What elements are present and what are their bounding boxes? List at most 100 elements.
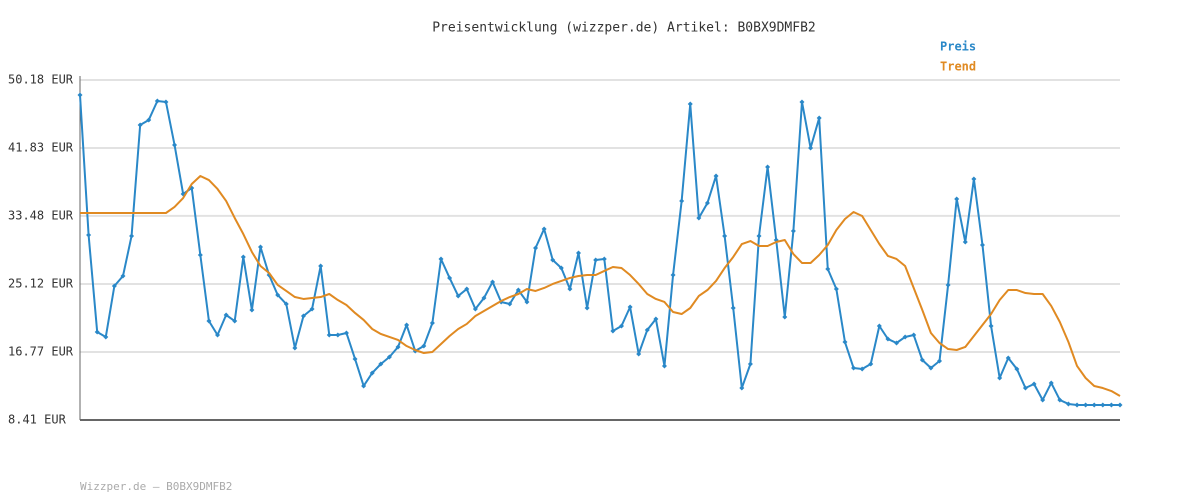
data-point [1022, 385, 1028, 391]
data-point [747, 361, 753, 367]
data-point [653, 316, 659, 322]
data-point [636, 351, 642, 357]
data-point [679, 198, 685, 204]
data-point [558, 265, 564, 271]
data-point [593, 257, 599, 263]
data-point [576, 250, 582, 256]
data-point [447, 275, 453, 281]
data-point [533, 245, 539, 251]
data-point [1005, 355, 1011, 361]
data-point [395, 344, 401, 350]
data-point [1074, 402, 1080, 408]
y-tick-label: 41.83 EUR [8, 140, 74, 154]
chart-title: Preisentwicklung (wizzper.de) Artikel: B… [432, 21, 816, 36]
data-point [154, 98, 160, 104]
data-point [627, 304, 633, 310]
data-point [670, 272, 676, 278]
data-point [567, 286, 573, 292]
data-point [94, 329, 100, 335]
data-point [722, 233, 728, 239]
data-point [1117, 402, 1123, 408]
data-point [223, 312, 229, 318]
data-point [232, 318, 238, 324]
data-point [515, 287, 521, 293]
data-point [275, 292, 281, 298]
data-point [335, 332, 341, 338]
data-point [756, 233, 762, 239]
y-tick-label: 50.18 EUR [8, 73, 74, 87]
data-point [859, 366, 865, 372]
data-point [1031, 381, 1037, 387]
data-point [730, 305, 736, 311]
data-point [1048, 380, 1054, 386]
data-point [687, 101, 693, 107]
data-point [971, 176, 977, 182]
data-point [713, 173, 719, 179]
data-point [868, 361, 874, 367]
data-point [1091, 402, 1097, 408]
data-point [541, 226, 547, 232]
data-point [799, 99, 805, 105]
data-point [1057, 397, 1063, 403]
data-point [644, 327, 650, 333]
data-point [979, 242, 985, 248]
data-point [928, 365, 934, 371]
data-point [111, 283, 117, 289]
data-point [103, 334, 109, 340]
data-point [524, 299, 530, 305]
data-point [1083, 402, 1089, 408]
data-point [550, 257, 556, 263]
data-point [937, 358, 943, 364]
data-point [464, 286, 470, 292]
data-point [240, 254, 246, 260]
data-point [137, 122, 143, 128]
y-tick-label: 25.12 EUR [8, 276, 74, 290]
data-point [601, 256, 607, 262]
data-point [369, 370, 375, 376]
data-point [661, 363, 667, 369]
data-point [739, 385, 745, 391]
data-point [894, 340, 900, 346]
data-point [206, 318, 212, 324]
data-point [1100, 402, 1106, 408]
series-line [79, 94, 1120, 407]
data-point [309, 306, 315, 312]
data-point [1108, 402, 1114, 408]
y-tick-label: 33.48 EUR [8, 208, 74, 222]
data-point [172, 142, 178, 148]
y-tick-label: 8.41 EUR [8, 413, 67, 427]
data-point [120, 273, 126, 279]
data-point [421, 343, 427, 349]
data-point [902, 334, 908, 340]
data-point [1065, 401, 1071, 407]
data-point [249, 307, 255, 313]
data-point [954, 196, 960, 202]
data-point [790, 228, 796, 234]
data-point [163, 99, 169, 105]
data-point [584, 305, 590, 311]
data-point [704, 200, 710, 206]
footer: Wizzper.de – B0BX9DMFB2 [80, 480, 232, 493]
legend-entry: Preis [940, 40, 976, 54]
data-point [292, 345, 298, 351]
data-point [283, 301, 289, 307]
data-point [318, 263, 324, 269]
data-point [618, 323, 624, 329]
data-point [833, 286, 839, 292]
data-point [386, 354, 392, 360]
data-point [438, 256, 444, 262]
data-point [146, 117, 152, 123]
data-point [825, 266, 831, 272]
data-point [481, 295, 487, 301]
data-point [997, 375, 1003, 381]
data-point [472, 306, 478, 312]
data-point [1014, 366, 1020, 372]
data-point [404, 322, 410, 328]
data-point [988, 323, 994, 329]
data-point [429, 320, 435, 326]
legend-entry: Trend [940, 60, 976, 74]
data-point [765, 164, 771, 170]
